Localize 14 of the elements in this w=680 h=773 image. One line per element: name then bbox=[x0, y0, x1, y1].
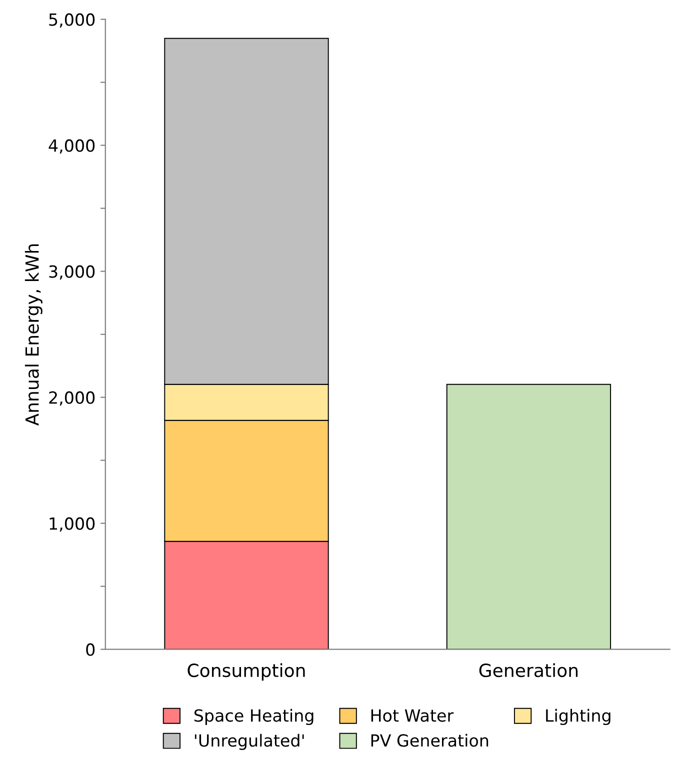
y-tick-label: 5,000 bbox=[49, 13, 95, 28]
y-axis-title: Annual Energy, kWh bbox=[24, 244, 42, 426]
y-tick-label: 2,000 bbox=[49, 391, 95, 406]
legend-label: 'Unregulated' bbox=[194, 734, 304, 750]
y-tick-label: 3,000 bbox=[49, 265, 95, 280]
legend-label: Lighting bbox=[546, 708, 610, 726]
x-tick-label: Generation bbox=[479, 663, 578, 678]
x-tick-label: Consumption bbox=[188, 663, 305, 681]
legend-label: PV Generation bbox=[371, 734, 488, 747]
y-tick-label: 1,000 bbox=[50, 517, 95, 532]
legend-label: Space Heating bbox=[194, 708, 314, 726]
legend-label: Hot Water bbox=[371, 709, 454, 722]
y-tick-label: 4,000 bbox=[48, 139, 95, 154]
y-tick-label: 0 bbox=[86, 643, 95, 656]
